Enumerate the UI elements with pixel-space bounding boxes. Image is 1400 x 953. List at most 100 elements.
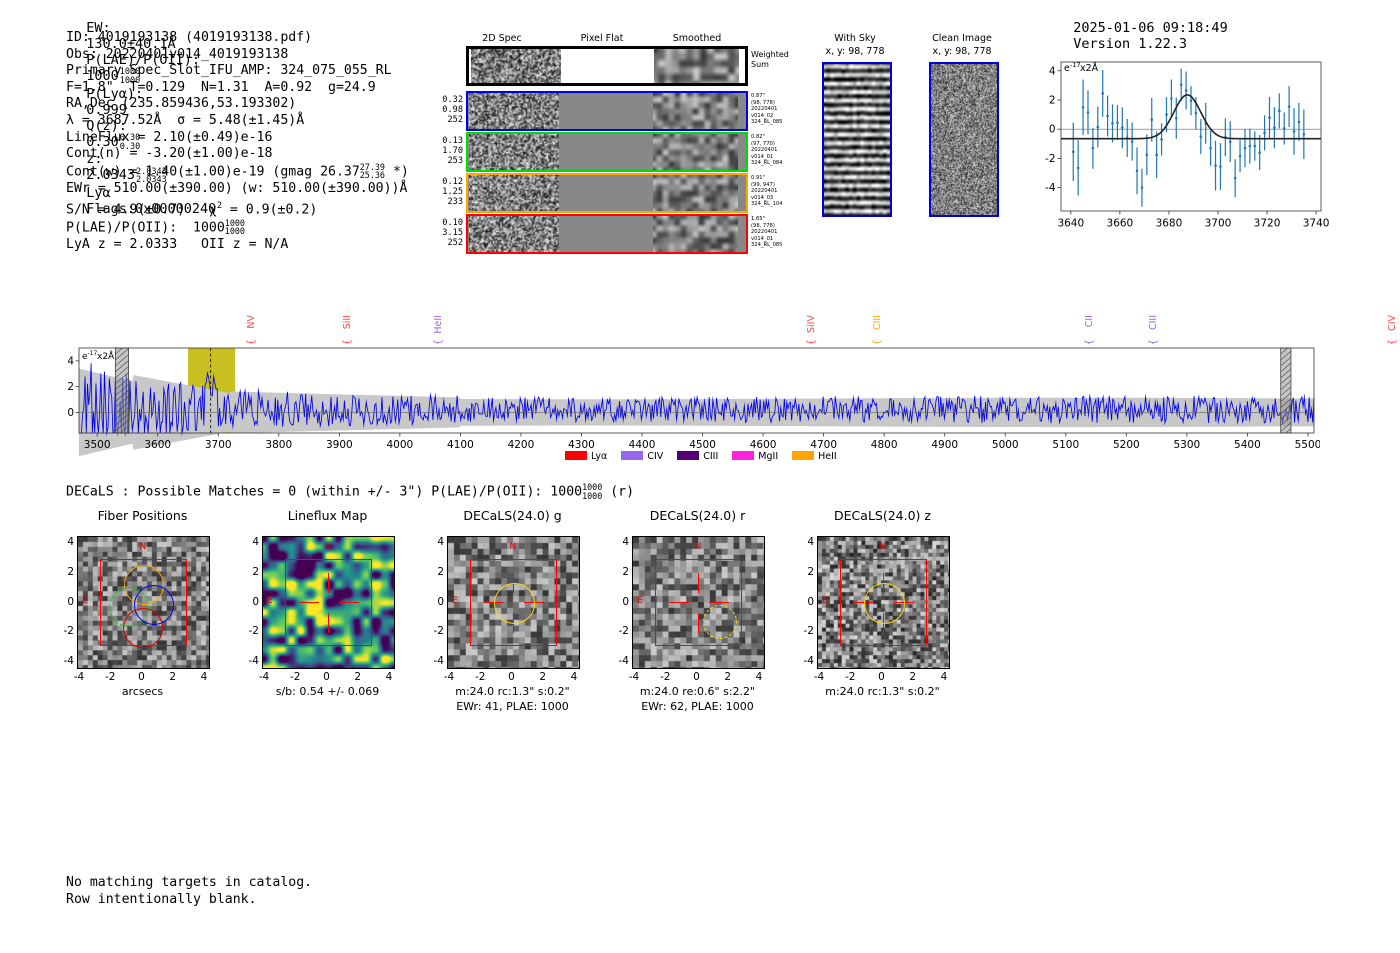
cutout-caption: m:24.0 rc:1.3" s:0.2" — [825, 685, 940, 698]
mosaic-col-title-2dspec: 2D Spec — [482, 33, 522, 44]
mosaic-meta-line: 1.65" — [751, 216, 765, 222]
cutout-xtick: 4 — [755, 671, 763, 683]
z-label: z: — [86, 151, 103, 168]
emission-line-label: CIV — [1386, 315, 1398, 331]
fiber-circle — [122, 607, 163, 648]
info-spec-slot: Primary Spec_Slot_IFU_AMP: 324_075_055_R… — [66, 63, 392, 79]
cutout-ytick: -2 — [63, 625, 74, 638]
line-fit-plot — [1030, 50, 1330, 235]
cutout-xtick: 2 — [909, 671, 917, 683]
crosshair-left — [298, 601, 319, 604]
emission-line-bracket: { — [1386, 339, 1398, 346]
mosaic-stat-value: 0.12 — [442, 177, 463, 187]
legend-label: CIII — [703, 451, 719, 462]
crosshair-top — [327, 572, 330, 593]
stamp-subtitle: x, y: 98, 778 — [932, 46, 992, 57]
info-id: ID: 4019193138 (4019193138.pdf) — [66, 30, 313, 45]
info-sn-chi: S/N = 4.9(±0.7) χ2 = 0.9(±0.2) — [66, 200, 318, 217]
cutout-title: Lineflux Map — [287, 508, 368, 523]
mosaic-meta-line: 324_RL_104 — [751, 201, 783, 208]
cutout-ytick: 4 — [67, 536, 74, 548]
cutout-xtick: 4 — [940, 671, 948, 683]
cutout-xtick: -2 — [290, 671, 301, 683]
spec-mosaic: 2D Spec Pixel Flat Smoothed Weighted Sum… — [435, 33, 789, 258]
spectrum-legend: Lyα CIV CIII MgII HeII — [565, 451, 837, 462]
info-cont-w: Cont(w) = 1.40(±1.00)e-19 (gmag 26.3727.… — [66, 161, 409, 181]
full-spectrum-panel: NV{SiII{HeII{SiIV{CIII{CII{CIII{CIV{OII{… — [60, 315, 1398, 465]
cutout-caption: m:24.0 re:0.6" s:2.2" — [639, 685, 756, 698]
emission-line-label: CIII — [872, 315, 884, 331]
target-info-block: ID: 4019193138 (4019193138.pdf) Obs: 202… — [66, 30, 409, 253]
footer-line-2: Row intentionally blank. — [66, 892, 257, 907]
legend-entry: Lyα — [565, 451, 607, 462]
cutout-xtick: -4 — [813, 671, 825, 683]
crosshair-left — [668, 601, 689, 604]
mosaic-meta-line: (99, 947) — [751, 181, 775, 188]
cutout-xtick: 2 — [169, 671, 177, 683]
mosaic-stat-value: 253 — [447, 156, 463, 167]
mosaic-stat-value: 0.98 — [442, 105, 463, 116]
source-circle — [702, 604, 737, 639]
emission-line-label: SiII — [342, 315, 354, 330]
info-redshifts: LyA z = 2.0333 OII z = N/A — [66, 236, 289, 252]
mosaic-fiber-row — [466, 91, 748, 131]
legend-entry: HeII — [792, 451, 837, 462]
cutout-ytick: -4 — [63, 655, 74, 667]
mosaic-meta-line: 0.82" — [751, 134, 765, 140]
cutout-xtick: -2 — [105, 671, 116, 683]
mosaic-row-stats: 0.13 1.70 253 — [435, 136, 463, 167]
stamp-title: Clean Image — [932, 33, 992, 44]
cutout-ytick: 0 — [437, 595, 444, 608]
mosaic-col-title-pixelflat: Pixel Flat — [580, 33, 624, 44]
emission-line-label: HeII — [433, 315, 445, 334]
legend-label: HeII — [818, 451, 837, 462]
direction-north-label: N — [324, 542, 332, 552]
mosaic-col-title-smoothed: Smoothed — [672, 33, 722, 44]
direction-north-label: N — [879, 542, 887, 552]
direction-east-label: E — [452, 595, 458, 606]
cutout-ytick: 4 — [807, 536, 814, 548]
info-lineflux: LineFlux = 2.10(±0.49)e-16 — [66, 129, 273, 145]
mosaic-meta-line: 324_RL_084 — [751, 160, 783, 167]
cutout-ytick: -4 — [248, 655, 259, 667]
info-cont-n: Cont(n) = -3.20(±1.00)e-18 — [66, 146, 273, 162]
mosaic-meta-line: 20220401 — [751, 188, 778, 195]
plae-value: 1000 — [86, 68, 119, 84]
cutout-xtick: -4 — [258, 671, 270, 683]
timestamp: 2025-01-06 09:18:49 — [1073, 20, 1228, 36]
cutout-xtick: 2 — [539, 671, 547, 683]
mosaic-meta-line: 20220401 — [751, 229, 778, 236]
cutout-ytick: -4 — [618, 655, 629, 667]
cutout-image[interactable] — [262, 536, 395, 669]
legend-entry: CIII — [677, 451, 718, 462]
direction-east-label: E — [637, 595, 643, 606]
source-circle — [863, 582, 905, 624]
qz-label: Q(z): — [86, 117, 127, 134]
legend-swatch — [792, 451, 815, 460]
footer-line-1: No matching targets in catalog. — [66, 875, 313, 890]
cutout-xtick: 0 — [138, 671, 145, 683]
cutout-xtick: 0 — [693, 671, 700, 683]
mosaic-fiber-row — [466, 173, 748, 213]
cutout-image[interactable] — [632, 536, 765, 669]
legend-label: CIV — [647, 451, 664, 462]
mosaic-meta-line: 0.91" — [751, 175, 765, 181]
cutout-ytick: 2 — [622, 565, 629, 578]
mosaic-stat-value: 1.70 — [442, 146, 463, 157]
legend-swatch — [621, 451, 644, 460]
crosshair-top — [697, 572, 700, 593]
stamp-title: With Sky — [834, 33, 876, 44]
cutout-title: DECaLS(24.0) r — [649, 508, 746, 523]
cutout-caption-secondary: EWr: 62, PLAE: 1000 — [641, 700, 754, 713]
mosaic-row-meta: 0.82" (97, 770) 20220401 v014_01 324_RL_084 — [751, 134, 811, 167]
emission-line-label: SiIV — [805, 315, 817, 333]
info-lambda-sigma: λ = 3687.52Å σ = 5.48(±1.45)Å — [66, 112, 305, 128]
z-line-name: Lyα — [86, 184, 111, 201]
version-label: Version 1.22.3 — [1073, 36, 1188, 52]
cutout-ytick: 4 — [622, 536, 629, 548]
